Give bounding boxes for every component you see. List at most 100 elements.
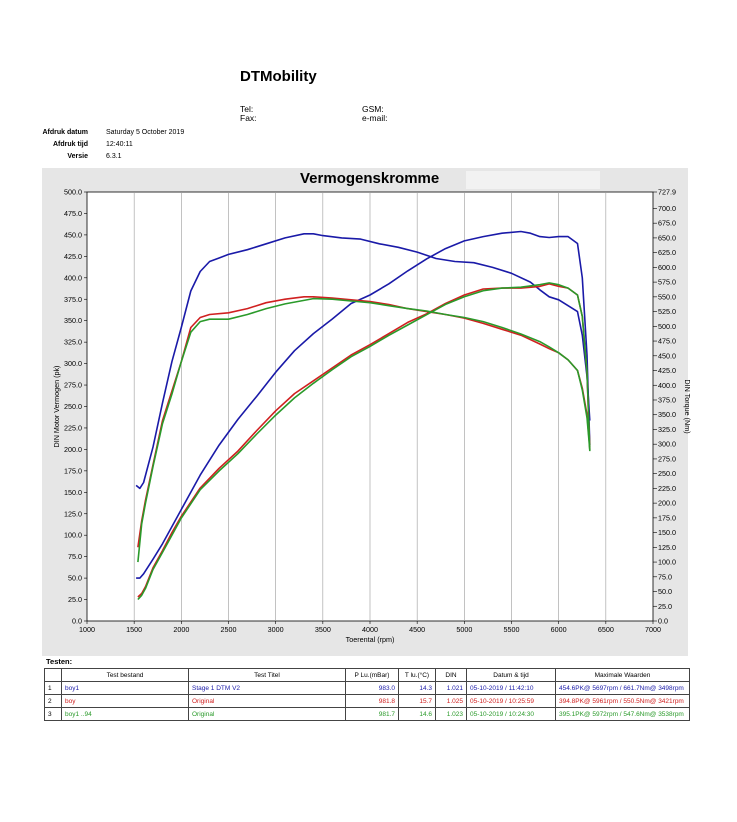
- y-tick-label: 325.0: [64, 338, 82, 347]
- x-tick-label: 5000: [456, 625, 472, 634]
- col-file-header: Test bestand: [61, 668, 189, 682]
- y-tick-label: 50.0: [68, 574, 82, 583]
- x-tick-label: 2500: [221, 625, 237, 634]
- y2-axis-label: DIN Torque (Nm): [683, 379, 692, 433]
- din-factor: 1.021: [435, 681, 467, 695]
- y2-tick-label: 550.0: [658, 292, 676, 301]
- x-tick-label: 1500: [126, 625, 142, 634]
- x-tick-label: 6500: [598, 625, 614, 634]
- y-tick-label: 175.0: [64, 466, 82, 475]
- x-tick-label: 5500: [504, 625, 520, 634]
- test-title: Original: [188, 694, 346, 708]
- table-row[interactable]: 3 boy1 ..94 Original 981.7 14.6 1.023 05-10-20…: [44, 707, 690, 721]
- y2-tick-label: 625.0: [658, 248, 676, 257]
- test-file: boy: [61, 694, 189, 708]
- y2-tick-label: 250.0: [658, 469, 676, 478]
- max-values: 395.1PK@ 5972rpm / 547.6Nm@ 3538rpm: [555, 707, 690, 721]
- y2-tick-label: 50.0: [658, 587, 672, 596]
- print-time-value: 12:40:11: [106, 141, 133, 148]
- x-tick-label: 3000: [268, 625, 284, 634]
- x-tick-label: 6000: [551, 625, 567, 634]
- y-tick-label: 125.0: [64, 509, 82, 518]
- y2-tick-label: 100.0: [658, 558, 676, 567]
- y2-tick-label: 400.0: [658, 381, 676, 390]
- tests-label: Testen:: [46, 657, 73, 666]
- date-time: 05-10-2019 / 10:24:30: [466, 707, 556, 721]
- y-tick-label: 500.0: [64, 188, 82, 197]
- y-tick-label: 0.0: [72, 617, 82, 626]
- y-tick-label: 150.0: [64, 488, 82, 497]
- table-row[interactable]: 1 boy1 Stage 1 DTM V2 983.0 14.3 1.021 05-10-2…: [44, 681, 690, 695]
- x-tick-label: 1000: [79, 625, 95, 634]
- tel-label: Tel:: [240, 104, 254, 114]
- results-header-row: Test bestand Test Titel P Lu.(mBar) T lu…: [44, 668, 690, 682]
- y2-tick-label: 75.0: [658, 572, 672, 581]
- x-tick-label: 4000: [362, 625, 378, 634]
- fax-label: Fax:: [240, 113, 257, 123]
- y2-tick-label: 350.0: [658, 410, 676, 419]
- y-tick-label: 200.0: [64, 445, 82, 454]
- col-din-header: DIN: [435, 668, 467, 682]
- print-time-label: Afdruk tijd: [53, 141, 88, 148]
- col-pressure-header: P Lu.(mBar): [345, 668, 399, 682]
- y-tick-label: 75.0: [68, 552, 82, 561]
- max-values: 454.6PK@ 5697rpm / 661.7Nm@ 3498rpm: [555, 681, 690, 695]
- version-value: 6.3.1: [106, 153, 122, 160]
- air-temp: 14.3: [398, 681, 436, 695]
- series-4-power-line: [137, 282, 591, 598]
- y2-tick-label: 0.0: [658, 617, 668, 626]
- y2-tick-label: 425.0: [658, 366, 676, 375]
- y2-tick-label: 675.0: [658, 219, 676, 228]
- series-1-torque-line: [135, 233, 591, 490]
- date-time: 05-10-2019 / 11:42:10: [466, 681, 556, 695]
- y2-tick-label: 500.0: [658, 322, 676, 331]
- y-tick-label: 475.0: [64, 209, 82, 218]
- y-tick-label: 450.0: [64, 230, 82, 239]
- y-axis-label: DIN Motor Vermogen (pk): [52, 366, 61, 448]
- x-tick-label: 4500: [409, 625, 425, 634]
- test-title: Stage 1 DTM V2: [188, 681, 346, 695]
- y-tick-label: 250.0: [64, 402, 82, 411]
- y-tick-label: 275.0: [64, 381, 82, 390]
- y2-tick-label: 650.0: [658, 233, 676, 242]
- test-file: boy1 ..94: [61, 707, 189, 721]
- y2-tick-label: 475.0: [658, 337, 676, 346]
- x-tick-label: 7000: [645, 625, 661, 634]
- series-5-torque-line: [137, 297, 591, 563]
- y2-tick-label: 727.9: [658, 188, 676, 197]
- col-title-header: Test Titel: [188, 668, 346, 682]
- y-tick-label: 350.0: [64, 316, 82, 325]
- din-factor: 1.023: [435, 707, 467, 721]
- col-max-header: Maximale Waarden: [555, 668, 690, 682]
- results-table: Test bestand Test Titel P Lu.(mBar) T lu…: [44, 668, 690, 721]
- series-2-power-line: [136, 230, 591, 579]
- y2-tick-label: 300.0: [658, 440, 676, 449]
- col-temp-header: T lu.(°C): [398, 668, 436, 682]
- x-tick-label: 3500: [315, 625, 331, 634]
- table-row[interactable]: 2 boy Original 981.8 15.7 1.025 05-10-2019 / 1…: [44, 694, 690, 708]
- test-title: Original: [188, 707, 346, 721]
- air-pressure: 981.7: [345, 707, 399, 721]
- air-pressure: 983.0: [345, 681, 399, 695]
- test-file: boy1: [61, 681, 189, 695]
- y2-tick-label: 150.0: [658, 528, 676, 537]
- y2-tick-label: 325.0: [658, 425, 676, 434]
- row-number: 3: [44, 707, 62, 721]
- air-temp: 15.7: [398, 694, 436, 708]
- title-band: [466, 171, 600, 189]
- y-tick-label: 225.0: [64, 423, 82, 432]
- version-label: Versie: [67, 153, 88, 160]
- y2-tick-label: 200.0: [658, 499, 676, 508]
- email-label: e-mail:: [362, 113, 388, 123]
- y2-tick-label: 375.0: [658, 395, 676, 404]
- air-pressure: 981.8: [345, 694, 399, 708]
- y2-tick-label: 700.0: [658, 204, 676, 213]
- y-tick-label: 300.0: [64, 359, 82, 368]
- row-number: 1: [44, 681, 62, 695]
- row-number: 2: [44, 694, 62, 708]
- print-date-label: Afdruk datum: [42, 129, 89, 136]
- y2-tick-label: 525.0: [658, 307, 676, 316]
- max-values: 394.8PK@ 5961rpm / 550.5Nm@ 3421rpm: [555, 694, 690, 708]
- y2-tick-label: 275.0: [658, 454, 676, 463]
